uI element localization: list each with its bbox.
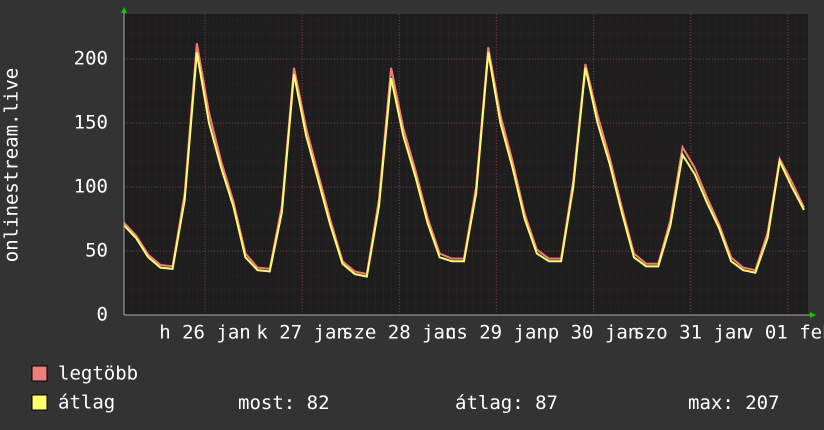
y-axis-label: onlinestream.live (1, 68, 23, 262)
legend-swatch (31, 365, 48, 382)
y-tick-label: 200 (74, 47, 108, 69)
plot (123, 14, 808, 316)
x-arrow (810, 312, 816, 318)
series-line (123, 52, 805, 278)
legend-swatch (31, 394, 48, 411)
stat-label: most: (238, 392, 295, 414)
stat: átlag: 87 (455, 392, 558, 414)
stat: max: 207 (688, 392, 780, 414)
stat-value: 87 (535, 392, 558, 414)
y-tick-label: 100 (74, 175, 108, 197)
x-tick-label: p 30 jan (548, 322, 640, 344)
stat-value: 82 (307, 392, 330, 414)
legend-label: legtöbb (58, 363, 138, 385)
x-tick-label: k 27 jan (256, 322, 348, 344)
y-tick-label: 0 (97, 304, 108, 326)
y-arrow (121, 7, 127, 13)
legend-label: átlag (58, 392, 115, 414)
x-tick-label: h 26 jan (159, 322, 251, 344)
minor-grid (124, 14, 808, 315)
y-tick-label: 50 (85, 239, 108, 261)
stat-value: 207 (745, 392, 779, 414)
x-tick-label: cs 29 jan (445, 322, 548, 344)
stat-label: max: (688, 392, 734, 414)
y-tick-label: 150 (74, 111, 108, 133)
x-tick-label: sze 28 jan (342, 322, 456, 344)
x-tick-label: szo 31 jan (633, 322, 747, 344)
stat: most: 82 (238, 392, 330, 414)
x-tick-label: v 01 feb (742, 322, 824, 344)
stat-label: átlag: (455, 392, 524, 414)
